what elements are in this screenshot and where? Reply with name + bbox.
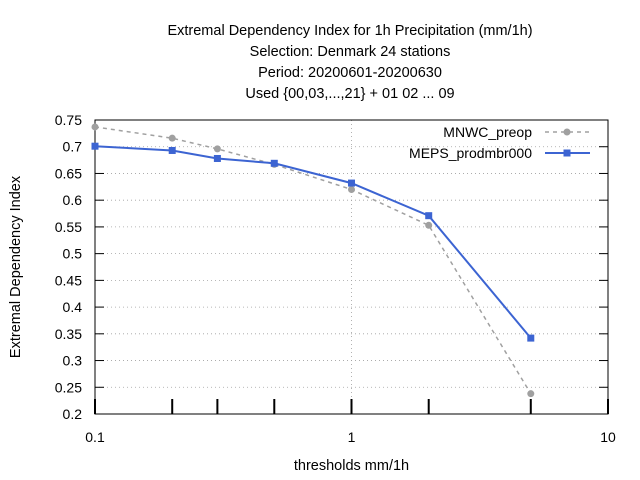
- y-tick-label: 0.55: [55, 219, 82, 235]
- data-point: [168, 134, 176, 142]
- legend-label: MEPS_prodmbr000: [409, 145, 532, 161]
- data-point: [527, 390, 535, 398]
- series-line: [94, 145, 532, 339]
- y-tick-label: 0.2: [63, 406, 83, 422]
- title-line: Period: 20200601-20200630: [258, 65, 442, 81]
- data-point: [168, 146, 176, 154]
- data-point: [213, 145, 221, 153]
- series-MNWC_preop: [91, 123, 535, 398]
- x-axis-label: thresholds mm/1h: [294, 458, 409, 474]
- y-tick-label: 0.25: [55, 379, 82, 395]
- y-tick-label: 0.3: [63, 353, 83, 369]
- data-point: [213, 154, 221, 162]
- x-tick-label: 0.1: [85, 429, 105, 445]
- y-tick-label: 0.65: [55, 165, 82, 181]
- legend-label: MNWC_preop: [443, 124, 532, 140]
- y-tick-label: 0.35: [55, 326, 82, 342]
- x-tick-label: 1: [348, 429, 356, 445]
- legend-swatch-marker: [563, 128, 571, 136]
- y-tick-label: 0.45: [55, 272, 82, 288]
- data-point: [425, 221, 433, 229]
- series: [91, 123, 535, 398]
- y-axis-label: Extremal Dependency Index: [8, 175, 24, 358]
- y-tick-labels: 0.2 0.25 0.3 0.35 0.4 0.45 0.5 0.55 0.6 0.65 0.7 0.…: [55, 112, 82, 422]
- title-line: Selection: Denmark 24 stations: [250, 44, 451, 60]
- data-point: [348, 185, 355, 193]
- axis-ticks: [94, 119, 609, 415]
- data-point: [348, 179, 355, 187]
- grid: [95, 120, 608, 414]
- data-point: [425, 212, 433, 220]
- y-tick-label: 0.6: [63, 192, 83, 208]
- data-point: [91, 142, 99, 150]
- y-tick-label: 0.75: [55, 112, 82, 128]
- x-tick-label: 10: [600, 429, 616, 445]
- y-tick-label: 0.7: [63, 139, 83, 155]
- y-tick-label: 0.4: [63, 299, 83, 315]
- legend-swatch-marker: [563, 149, 571, 157]
- title-line: Extremal Dependency Index for 1h Precipi…: [167, 23, 532, 39]
- chart-title: Extremal Dependency Index for 1h Precipi…: [167, 23, 532, 102]
- series-MEPS_prodmbr000: [91, 142, 535, 342]
- data-point: [527, 334, 535, 342]
- legend: MNWC_preop MEPS_prodmbr000: [409, 124, 590, 161]
- data-point: [270, 159, 278, 167]
- title-line: Used {00,03,...,21} + 01 02 ... 09: [245, 86, 454, 102]
- y-tick-label: 0.5: [63, 246, 83, 262]
- x-tick-labels: 0.1 1 10: [85, 429, 616, 445]
- data-point: [91, 123, 99, 131]
